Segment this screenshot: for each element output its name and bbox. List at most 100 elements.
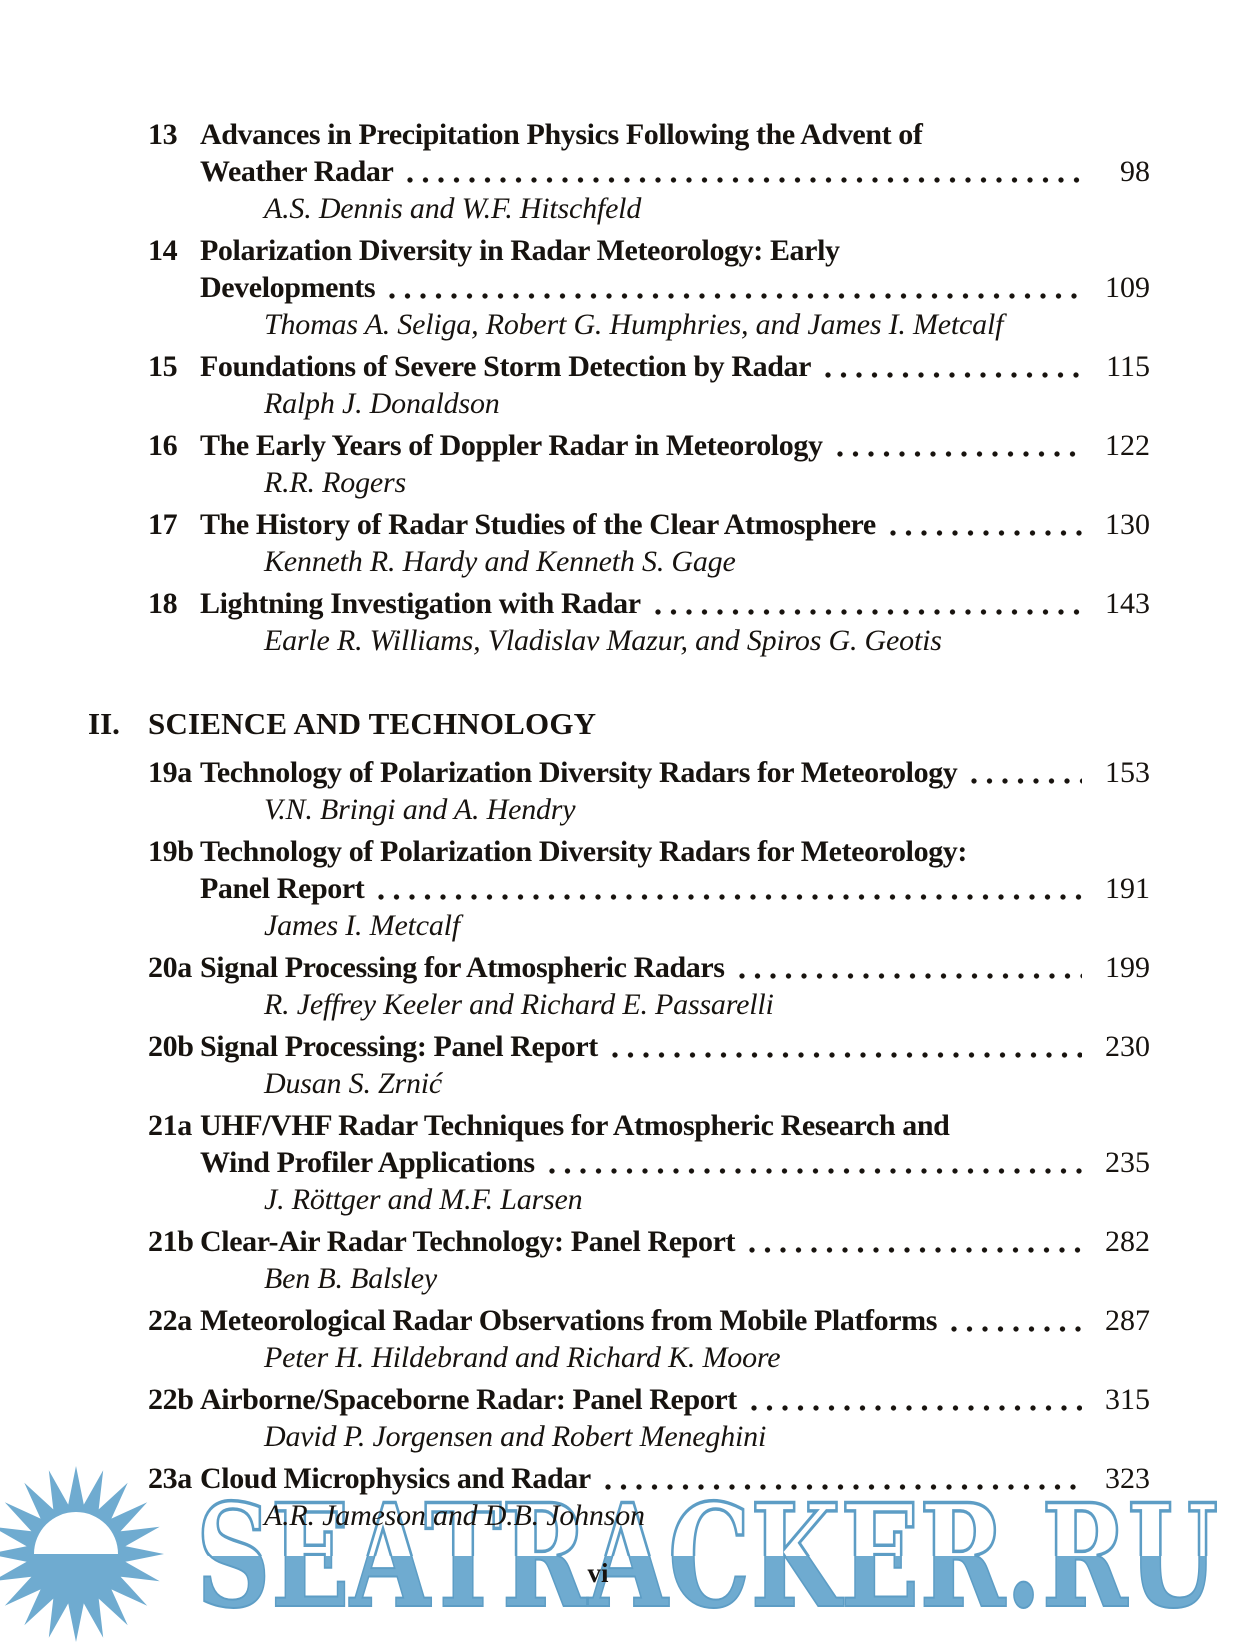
entry-title-line: Cloud Microphysics and Radar	[200, 1462, 591, 1495]
entry-authors: Earle R. Williams, Vladislav Mazur, and …	[264, 624, 942, 657]
dot-leader	[407, 176, 1082, 184]
dot-leader	[604, 1483, 1082, 1491]
entry-title-line: The Early Years of Doppler Radar in Mete…	[200, 429, 823, 462]
dot-leader	[654, 608, 1082, 616]
entry-number: 16	[148, 429, 178, 462]
toc-entry-19a: 19a Technology of Polarization Diversity…	[148, 754, 1150, 828]
entry-authors: A.S. Dennis and W.F. Hitschfeld	[264, 192, 642, 225]
page-folio: vi	[587, 1558, 609, 1588]
entry-page-number: 230	[1105, 1030, 1150, 1063]
entry-page-number: 315	[1105, 1383, 1150, 1416]
entry-title-line: Technology of Polarization Diversity Rad…	[200, 756, 958, 789]
toc-entry-21b: 21b Clear-Air Radar Technology: Panel Re…	[148, 1223, 1150, 1297]
entry-title-line: Foundations of Severe Storm Detection by…	[200, 350, 811, 383]
toc-entry-19b: 19b Technology of Polarization Diversity…	[148, 833, 1150, 944]
entry-authors: Kenneth R. Hardy and Kenneth S. Gage	[264, 545, 736, 578]
entry-number: 19b	[148, 835, 194, 868]
dot-leader	[889, 529, 1082, 537]
entry-number: 21b	[148, 1225, 194, 1258]
dot-leader	[389, 292, 1082, 300]
entry-title-line: Airborne/Spaceborne Radar: Panel Report	[200, 1383, 737, 1416]
entry-page-number: 98	[1120, 155, 1150, 188]
entry-number: 22b	[148, 1383, 194, 1416]
entry-number: 18	[148, 587, 178, 620]
entry-number: 23a	[148, 1462, 192, 1495]
entry-page-number: 282	[1105, 1225, 1150, 1258]
dot-leader	[836, 450, 1082, 458]
entry-number: 19a	[148, 756, 192, 789]
entry-authors: James I. Metcalf	[264, 909, 460, 942]
entry-title-line: Signal Processing for Atmospheric Radars	[200, 951, 725, 984]
toc-entry-15: 15 Foundations of Severe Storm Detection…	[148, 348, 1150, 422]
toc-entry-18: 18 Lightning Investigation with Radar 14…	[148, 585, 1150, 659]
entry-number: 13	[148, 118, 178, 151]
entry-title-line: UHF/VHF Radar Techniques for Atmospheric…	[200, 1109, 950, 1142]
entry-page-number: 287	[1105, 1304, 1150, 1337]
entry-page-number: 199	[1105, 951, 1150, 984]
entry-authors: R. Jeffrey Keeler and Richard E. Passare…	[264, 988, 774, 1021]
entry-number: 17	[148, 508, 178, 541]
entry-number: 20a	[148, 951, 192, 984]
toc-entry-22a: 22a Meteorological Radar Observations fr…	[148, 1302, 1150, 1376]
toc-entry-17: 17 The History of Radar Studies of the C…	[148, 506, 1150, 580]
toc-entry-20b: 20b Signal Processing: Panel Report 230 …	[148, 1028, 1150, 1102]
entry-title-line: Advances in Precipitation Physics Follow…	[200, 118, 923, 151]
dot-leader	[611, 1051, 1082, 1059]
sun-icon	[0, 1466, 164, 1642]
table-of-contents: 13 Advances in Precipitation Physics Fol…	[88, 116, 1150, 1539]
entry-authors: David P. Jorgensen and Robert Meneghini	[264, 1420, 767, 1453]
toc-entry-13: 13 Advances in Precipitation Physics Fol…	[148, 116, 1150, 227]
dot-leader	[951, 1325, 1082, 1333]
section-numeral: II.	[88, 706, 120, 741]
entry-page-number: 235	[1105, 1146, 1150, 1179]
entry-authors: Dusan S. Zrnić	[264, 1067, 443, 1100]
dot-leader	[825, 371, 1082, 379]
entry-number: 14	[148, 234, 178, 267]
entry-number: 21a	[148, 1109, 192, 1142]
entry-title-line: Clear-Air Radar Technology: Panel Report	[200, 1225, 736, 1258]
watermark-text: SEATRACKER.RU	[196, 1474, 1218, 1640]
entry-authors: Ben B. Balsley	[264, 1262, 437, 1295]
entry-authors: Thomas A. Seliga, Robert G. Humphries, a…	[264, 308, 1004, 341]
entry-title-line: Weather Radar	[200, 155, 394, 188]
entry-title-line: Signal Processing: Panel Report	[200, 1030, 598, 1063]
entry-page-number: 109	[1105, 271, 1150, 304]
entry-title-line: Polarization Diversity in Radar Meteorol…	[200, 234, 840, 267]
section-heading: II. SCIENCE AND TECHNOLOGY	[88, 705, 1150, 742]
entry-number: 22a	[148, 1304, 192, 1337]
entry-authors: A.R. Jameson and D.B. Johnson	[264, 1499, 645, 1532]
toc-entry-22b: 22b Airborne/Spaceborne Radar: Panel Rep…	[148, 1381, 1150, 1455]
entry-authors: Ralph J. Donaldson	[264, 387, 500, 420]
dot-leader	[750, 1404, 1082, 1412]
entry-page-number: 323	[1105, 1462, 1150, 1495]
toc-entry-16: 16 The Early Years of Doppler Radar in M…	[148, 427, 1150, 501]
entry-page-number: 122	[1105, 429, 1150, 462]
toc-entry-21a: 21a UHF/VHF Radar Techniques for Atmosph…	[148, 1107, 1150, 1218]
toc-entry-20a: 20a Signal Processing for Atmospheric Ra…	[148, 949, 1150, 1023]
entry-authors: V.N. Bringi and A. Hendry	[264, 793, 576, 826]
entry-authors: R.R. Rogers	[264, 466, 406, 499]
entry-title-line: The History of Radar Studies of the Clea…	[200, 508, 876, 541]
section-title: SCIENCE AND TECHNOLOGY	[148, 706, 597, 741]
dot-leader	[738, 972, 1082, 980]
entry-page-number: 153	[1105, 756, 1150, 789]
dot-leader	[749, 1246, 1082, 1254]
entry-title-line: Panel Report	[200, 872, 365, 905]
entry-title-line: Lightning Investigation with Radar	[200, 587, 641, 620]
dot-leader	[971, 777, 1082, 785]
entry-page-number: 191	[1105, 872, 1150, 905]
entry-title-line: Technology of Polarization Diversity Rad…	[200, 835, 967, 868]
dot-leader	[378, 893, 1082, 901]
entry-number: 20b	[148, 1030, 194, 1063]
toc-entry-14: 14 Polarization Diversity in Radar Meteo…	[148, 232, 1150, 343]
entry-authors: J. Röttger and M.F. Larsen	[264, 1183, 583, 1216]
entry-page-number: 143	[1105, 587, 1150, 620]
entry-title-line: Wind Profiler Applications	[200, 1146, 535, 1179]
entry-number: 15	[148, 350, 178, 383]
entry-authors: Peter H. Hildebrand and Richard K. Moore	[264, 1341, 781, 1374]
dot-leader	[548, 1167, 1082, 1175]
entry-title-line: Developments	[200, 271, 376, 304]
entry-page-number: 130	[1105, 508, 1150, 541]
